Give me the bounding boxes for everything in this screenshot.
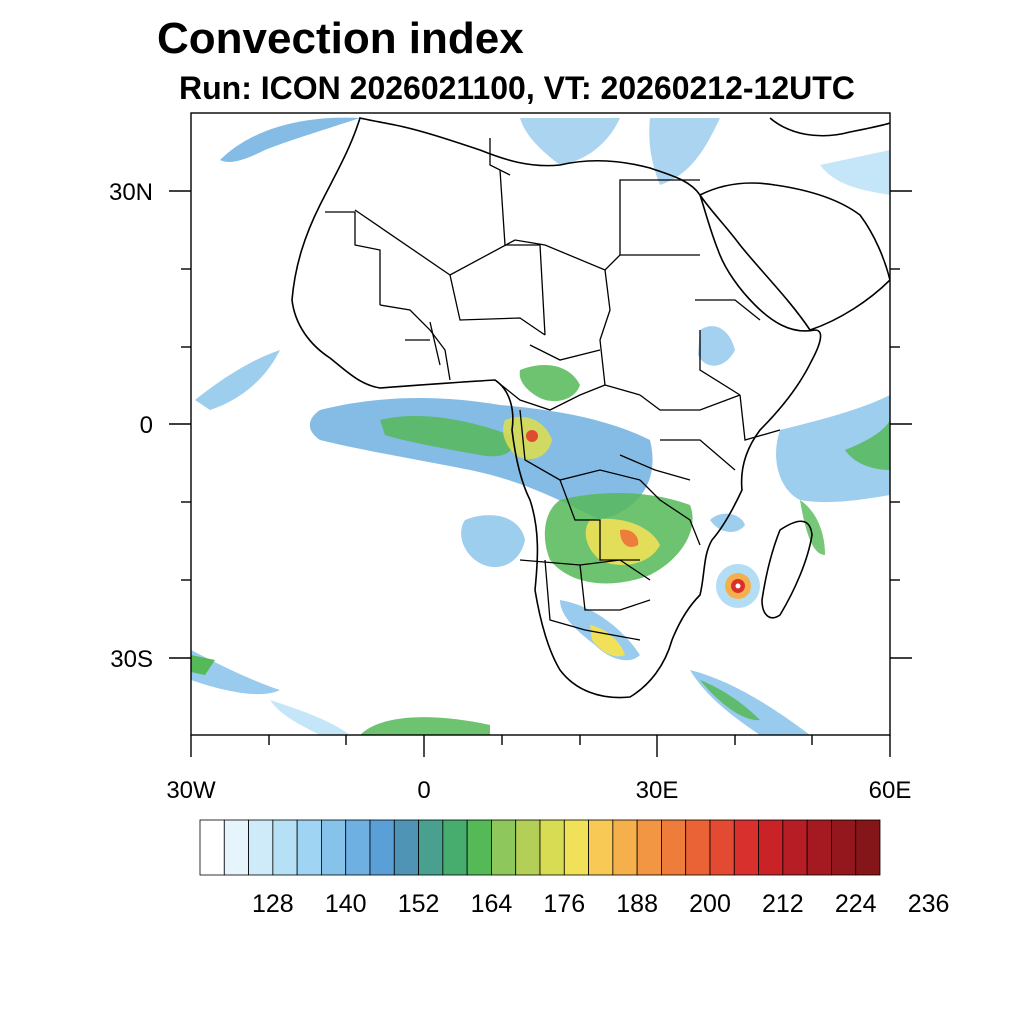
axis-ticks: [169, 190, 912, 757]
lat-tick-label: 30S: [110, 646, 153, 673]
colorbar-swatch: [709, 819, 735, 876]
colorbar-swatch: [223, 819, 249, 876]
colorbar-swatch: [612, 819, 638, 876]
colorbar-tick-label: 212: [762, 890, 804, 918]
colorbar-swatch: [855, 819, 881, 876]
colorbar-swatch: [515, 819, 541, 876]
convection-field: [191, 117, 890, 735]
colorbar-swatch: [418, 819, 444, 876]
lon-tick-label: 30W: [166, 777, 216, 804]
lat-tick-label: 30N: [109, 179, 153, 206]
lon-tick-label: 0: [417, 777, 430, 804]
colorbar-swatch: [758, 819, 784, 876]
lat-tick-label: 0: [140, 412, 153, 439]
colorbar-swatch: [296, 819, 322, 876]
colorbar-swatch: [636, 819, 662, 876]
chart-title: Convection index: [157, 14, 524, 63]
colorbar-swatch: [733, 819, 759, 876]
colorbar-tick-label: 224: [835, 890, 877, 918]
chart-subtitle: Run: ICON 2026021100, VT: 20260212-12UTC: [179, 70, 855, 106]
colorbar-swatch: [393, 819, 419, 876]
colorbar-swatch: [442, 819, 468, 876]
colorbar-swatch: [491, 819, 517, 876]
colorbar-tick-label: 200: [689, 890, 731, 918]
colorbar-swatch: [685, 819, 711, 876]
colorbar-swatch: [831, 819, 857, 876]
colorbar-swatch: [321, 819, 347, 876]
colorbar-tick-label: 236: [908, 890, 950, 918]
colorbar-tick-label: 164: [471, 890, 513, 918]
colorbar-swatch: [199, 819, 225, 876]
colorbar-tick-label: 152: [398, 890, 440, 918]
colorbar-swatch: [369, 819, 395, 876]
colorbar-swatch: [466, 819, 492, 876]
colorbar-swatch: [272, 819, 298, 876]
colorbar-tick-label: 176: [543, 890, 585, 918]
lon-tick-label: 30E: [636, 777, 679, 804]
colorbar-swatch: [806, 819, 832, 876]
colorbar-swatch: [588, 819, 614, 876]
colorbar-swatch: [661, 819, 687, 876]
colorbar-swatch: [345, 819, 371, 876]
colorbar-swatch: [782, 819, 808, 876]
colorbar-tick-label: 188: [616, 890, 658, 918]
colorbar-tick-label: 128: [252, 890, 294, 918]
colorbar-swatch: [248, 819, 274, 876]
colorbar-labels: 128 140 152 164 176 188 200 212 224 236: [252, 890, 949, 918]
country-borders: [325, 138, 781, 641]
colorbar: [199, 819, 881, 876]
lon-tick-label: 60E: [869, 777, 912, 804]
colorbar-swatch: [563, 819, 589, 876]
colorbar-tick-label: 140: [325, 890, 367, 918]
colorbar-swatch: [539, 819, 565, 876]
